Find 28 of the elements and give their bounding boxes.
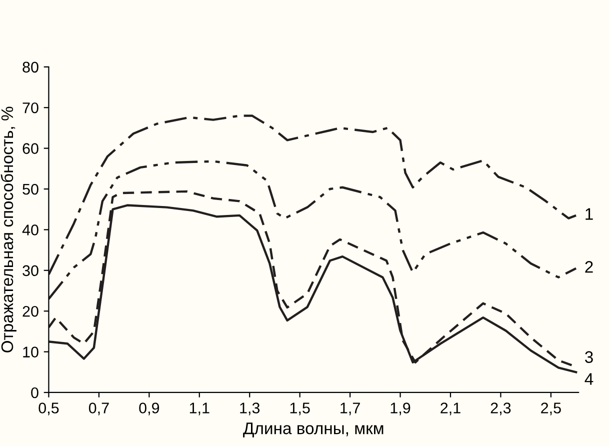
y-tick-label: 50 <box>22 184 38 195</box>
line-series <box>48 114 578 276</box>
x-tick-label: 2,1 <box>440 402 460 416</box>
x-tick-label: 0,5 <box>38 402 59 416</box>
x-tick-label: 1,5 <box>290 402 310 416</box>
x-tick-label: 2,3 <box>490 402 511 416</box>
y-axis-title: Отражательная способность, % <box>0 106 16 352</box>
y-tick-label: 30 <box>22 265 38 276</box>
x-tick-label: 1,1 <box>190 402 210 416</box>
series-label: 1 <box>586 208 593 220</box>
y-tick-label: 80 <box>22 62 38 73</box>
y-tick-label: 0 <box>31 387 38 398</box>
x-tick-label: 1,3 <box>240 402 260 416</box>
y-tick-label: 20 <box>22 306 38 317</box>
y-tick-label: 70 <box>22 102 38 114</box>
x-tick-label: 1,7 <box>340 402 360 416</box>
series-label: 3 <box>585 351 593 363</box>
line-series <box>48 160 578 300</box>
x-tick-label: 2,5 <box>541 402 561 416</box>
x-tick-label: 1,9 <box>390 402 410 416</box>
x-tick-label: 0,9 <box>139 402 160 416</box>
x-axis-title: Длина волны, мкм <box>243 422 384 438</box>
series-label: 2 <box>585 261 593 273</box>
y-tick-label: 10 <box>23 346 38 358</box>
x-tick-label: 0,7 <box>88 402 109 416</box>
series-label: 4 <box>584 373 594 385</box>
y-tick-label: 60 <box>22 143 38 154</box>
y-tick-label: 40 <box>22 224 38 236</box>
